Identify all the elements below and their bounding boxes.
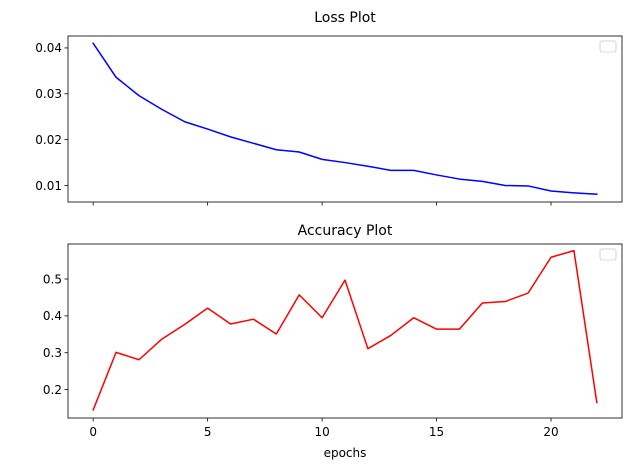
- accuracy-plot: Accuracy Plot 0.2 0.3 0.4 0.5 0 5 10 15 20 epochs: [43, 223, 623, 460]
- accuracy-series-line: [92, 249, 598, 411]
- loss-y-tick-label: 0.03: [35, 87, 62, 101]
- loss-y-tick-label: 0.04: [35, 41, 62, 55]
- accuracy-x-tick-label: 0: [89, 425, 97, 439]
- loss-axes-frame: [67, 35, 623, 203]
- loss-y-tick-label: 0.01: [35, 179, 62, 193]
- accuracy-x-tick-label: 5: [204, 425, 212, 439]
- accuracy-plot-title: Accuracy Plot: [298, 223, 393, 239]
- accuracy-y-tick-label: 0.5: [43, 272, 62, 286]
- accuracy-x-tick-label: 20: [543, 425, 558, 439]
- loss-legend: [599, 40, 617, 53]
- subplots: Loss Plot 0.01 0.02 0.03 0.04 Accuracy Plot 0.…: [35, 10, 623, 460]
- accuracy-x-tick-label: 15: [429, 425, 444, 439]
- accuracy-axes-frame: [67, 243, 623, 419]
- loss-series-line: [92, 42, 598, 195]
- loss-plot: Loss Plot 0.01 0.02 0.03 0.04: [35, 10, 623, 206]
- accuracy-y-tick-label: 0.3: [43, 346, 62, 360]
- accuracy-x-tick-label: 10: [314, 425, 329, 439]
- accuracy-legend: [599, 248, 617, 261]
- accuracy-y-tick-label: 0.4: [43, 309, 62, 323]
- loss-plot-title: Loss Plot: [314, 10, 376, 26]
- accuracy-y-tick-label: 0.2: [43, 383, 62, 397]
- loss-y-tick-label: 0.02: [35, 133, 62, 147]
- accuracy-x-axis-label: epochs: [324, 446, 367, 460]
